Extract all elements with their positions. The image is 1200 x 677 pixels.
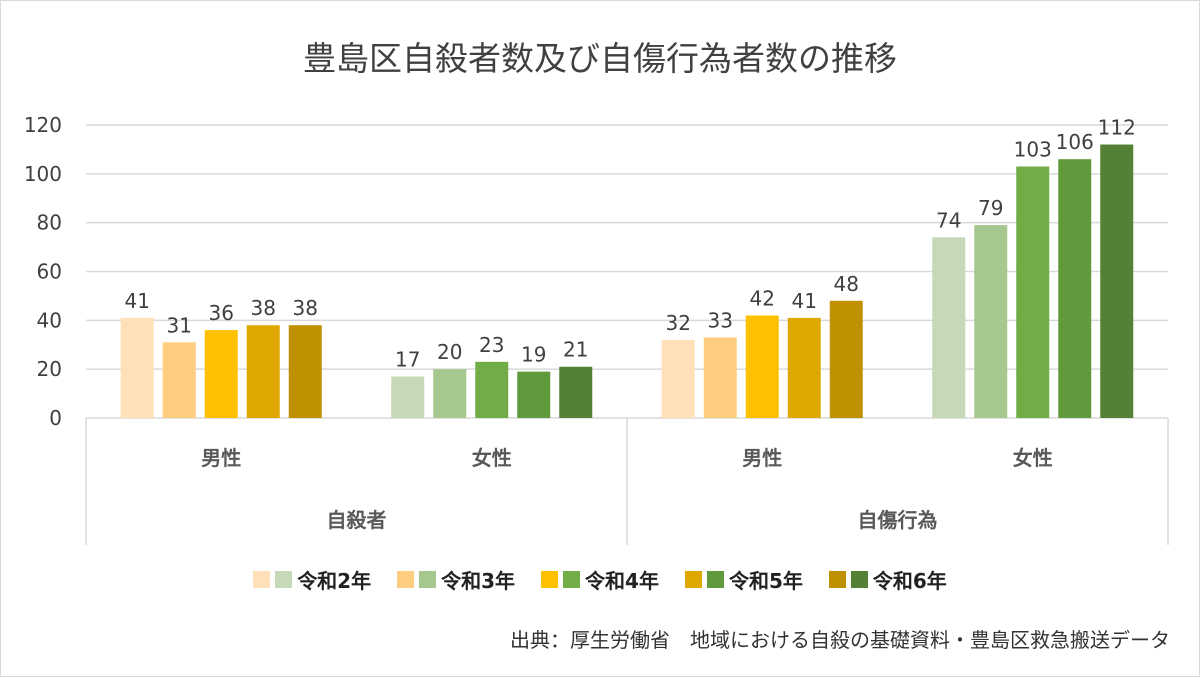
bar [829,300,863,418]
bar [120,317,154,418]
group-label: 自傷行為 [858,508,938,532]
legend-swatch [275,571,293,588]
y-tick-label: 60 [37,260,62,284]
data-label: 112 [1098,116,1136,140]
bar [517,371,551,418]
y-tick-label: 120 [24,113,62,137]
data-label: 74 [936,208,961,232]
bar [1016,166,1050,418]
data-label: 42 [750,286,775,310]
y-tick-label: 40 [37,308,62,332]
legend-label: 令和5年 [728,569,803,593]
data-label: 21 [563,338,588,362]
bar [703,337,737,418]
bar [1058,159,1092,418]
bar [559,366,593,418]
bar [974,225,1008,418]
y-tick-label: 20 [37,357,62,381]
legend-item: 令和4年 [541,565,659,594]
legend-swatch [706,571,724,588]
legend-swatch [828,571,846,588]
category-label: 男性 [742,446,782,470]
data-label: 48 [834,272,859,296]
legend-swatch [563,571,581,588]
data-label: 17 [395,347,420,371]
legend-label: 令和4年 [585,569,659,593]
bar [932,237,966,418]
y-tick-label: 0 [49,406,62,430]
data-label: 106 [1056,130,1094,154]
legend-item: 令和6年 [828,565,947,594]
legend-swatch [419,571,437,588]
data-label: 79 [978,196,1003,220]
bar [745,315,779,418]
data-label: 41 [125,289,150,313]
bar [204,330,238,418]
bar [475,361,509,418]
data-label: 41 [792,289,817,313]
legend-item: 令和3年 [397,565,515,594]
data-label: 103 [1014,138,1052,162]
legend-swatch [850,571,868,588]
data-label: 20 [437,340,462,364]
legend-label: 令和3年 [441,569,516,593]
data-label: 36 [209,301,234,325]
legend-item: 令和2年 [253,565,371,594]
bar [246,325,280,418]
data-label: 32 [666,311,691,335]
bar [1100,144,1134,419]
bar [787,317,821,418]
y-tick-label: 100 [24,162,62,186]
legend-swatch [541,571,559,588]
bar [162,342,196,418]
legend: 令和2年 令和3年 令和4年 令和5年 令和6年 [0,565,1200,594]
group-label: 自殺者 [327,508,387,532]
category-label: 女性 [1013,446,1053,470]
data-label: 33 [708,308,733,332]
bar [661,339,695,418]
data-label: 23 [479,333,504,357]
category-label: 男性 [201,446,241,470]
legend-swatch [397,571,415,588]
bar [391,376,425,418]
data-label: 31 [167,313,192,337]
bar [288,325,322,418]
chart-title: 豊島区自殺者数及び自傷行為者数の推移 [303,39,897,78]
legend-label: 令和2年 [297,569,372,593]
legend-swatch [253,571,271,588]
source-note: 出典：厚生労働省 地域における自殺の基礎資料・豊島区救急搬送データ [510,628,1170,652]
legend-label: 令和6年 [872,569,947,593]
bar [433,369,467,418]
category-label: 女性 [472,446,512,470]
data-label: 19 [521,343,546,367]
data-label: 38 [293,296,318,320]
data-label: 38 [251,296,276,320]
y-tick-label: 80 [37,211,62,235]
legend-item: 令和5年 [684,565,803,594]
legend-swatch [684,571,702,588]
